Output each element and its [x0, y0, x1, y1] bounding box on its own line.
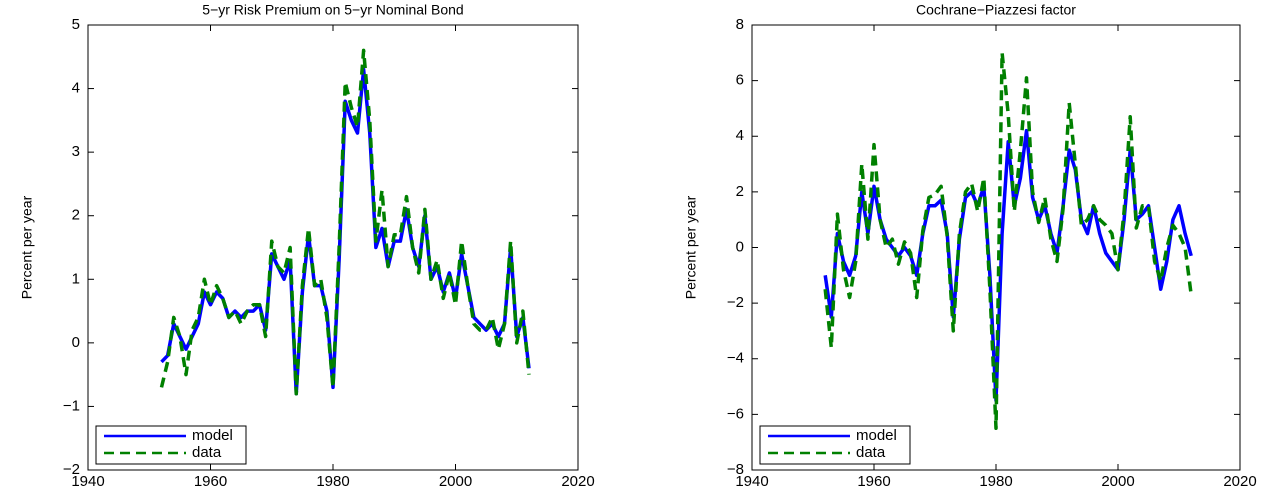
legend-box: [95, 425, 247, 465]
y-tick-label: 0: [72, 334, 80, 351]
x-tick-label: 1960: [857, 473, 890, 490]
series-line: [159, 48, 531, 396]
plot-frame: [751, 24, 1241, 471]
y-tick-label: 0: [736, 238, 744, 255]
legend-label: data: [856, 444, 886, 461]
y-tick-label: 4: [72, 80, 80, 97]
y-tick-label: 3: [72, 143, 80, 160]
y-tick-label: 6: [736, 72, 744, 89]
legend-label: model: [856, 427, 897, 444]
x-tick-label: 2020: [561, 473, 594, 490]
series-line: [823, 51, 1193, 431]
y-tick-label: 2: [736, 183, 744, 200]
y-tick-label: 5: [72, 16, 80, 33]
chart: Cochrane−Piazzesi factor Percent per year…: [683, 2, 1257, 490]
x-tick-label: 1940: [71, 473, 104, 490]
x-tick-label: 1980: [979, 473, 1012, 490]
y-axis-label: Percent per year: [683, 195, 699, 299]
x-tick-label: 1940: [735, 473, 768, 490]
y-tick-label: −2: [63, 461, 80, 478]
y-tick-label: 8: [736, 16, 744, 33]
y-tick-label: −2: [727, 294, 744, 311]
series-line: [823, 128, 1193, 403]
legend-box: [759, 425, 911, 465]
x-tick-label: 2020: [1223, 473, 1256, 490]
y-axis-label: Percent per year: [19, 195, 35, 299]
x-tick-label: 2000: [1101, 473, 1134, 490]
y-tick-label: −1: [63, 397, 80, 414]
chart-title: 5−yr Risk Premium on 5−yr Nominal Bond: [202, 2, 463, 18]
x-tick-label: 1960: [194, 473, 227, 490]
chart-title: Cochrane−Piazzesi factor: [916, 2, 1076, 18]
x-tick-label: 2000: [439, 473, 472, 490]
y-tick-label: −4: [727, 350, 744, 367]
x-tick-label: 1980: [316, 473, 349, 490]
y-tick-label: −8: [727, 461, 744, 478]
y-tick-label: 1: [72, 270, 80, 287]
legend-label: model: [192, 427, 233, 444]
y-tick-label: 2: [72, 207, 80, 224]
legend-label: data: [192, 444, 222, 461]
chart: 5−yr Risk Premium on 5−yr Nominal Bond Pe…: [19, 2, 595, 490]
y-tick-label: 4: [736, 127, 744, 144]
plot-frame: [87, 24, 579, 471]
y-tick-label: −6: [727, 405, 744, 422]
